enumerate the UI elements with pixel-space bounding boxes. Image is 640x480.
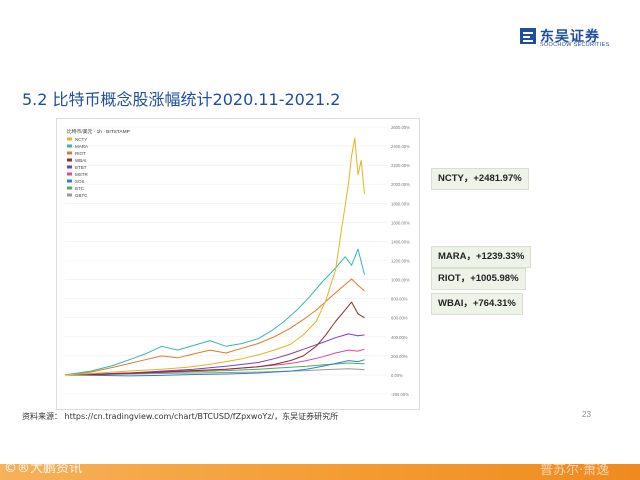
page-number: 23 <box>582 410 591 419</box>
logo-text-cn: 东吴证券 <box>540 29 600 45</box>
y-tick-label: 1800.00% <box>391 201 410 206</box>
legend-label: GBTC <box>75 193 88 198</box>
callout-ncty: NCTY，+2481.97% <box>431 168 529 190</box>
chart-frame: -200.00% 0.00% 200.00% 400.00% 600.00% 800.00… <box>56 118 420 410</box>
legend-swatch <box>67 144 72 148</box>
legend-label: NCTY <box>75 137 87 142</box>
legend-swatch <box>67 172 72 176</box>
legend-swatch <box>67 137 72 141</box>
footer-bar <box>0 464 640 480</box>
legend-swatch <box>67 158 72 162</box>
callout-wbai: WBAI，+764.31% <box>431 293 523 315</box>
legend-title: 比特币/美元 · 1h · BITSTAMP <box>67 128 130 135</box>
logo-text-en: SOOCHOW SECURITIES <box>540 42 610 48</box>
slide-title: 5.2 比特币概念股涨幅统计2020.11-2021.2 <box>22 90 341 109</box>
y-tick-label: 2600.00% <box>391 125 410 130</box>
series-line-wbai <box>64 301 365 376</box>
brand-logo: 东吴证券 SOOCHOW SECURITIES <box>520 26 620 50</box>
y-tick-label: 800.00% <box>391 297 408 302</box>
legend-label: SOS <box>75 179 85 184</box>
y-tick-label: 1000.00% <box>391 278 410 283</box>
series-line-mara <box>64 248 365 376</box>
series-line-riot <box>64 278 365 376</box>
chart-series <box>64 137 365 377</box>
legend-label: BTBT <box>75 165 87 170</box>
y-tick-label: 1400.00% <box>391 239 410 244</box>
series-line-ncty <box>64 137 365 376</box>
legend-swatch <box>67 193 72 197</box>
y-tick-label: 2400.00% <box>391 144 410 149</box>
y-tick-label: 400.00% <box>391 335 408 340</box>
y-tick-label: 1600.00% <box>391 220 410 225</box>
series-line-btbt <box>64 333 365 376</box>
legend-swatch <box>67 165 72 169</box>
legend-swatch <box>67 186 72 190</box>
y-tick-label: -200.00% <box>391 392 409 397</box>
legend-swatch <box>67 151 72 155</box>
callout-riot: RIOT，+1005.98% <box>431 268 526 290</box>
legend-label: WBAI <box>75 158 87 163</box>
y-tick-label: 200.00% <box>391 354 408 359</box>
y-tick-label: 1200.00% <box>391 259 410 264</box>
legend-label: MARA <box>75 144 88 149</box>
chart-legend: 比特币/美元 · 1h · BITSTAMP NCTY MARA RIOT WBAI BT… <box>67 128 130 198</box>
legend-label: MSTR <box>75 172 88 177</box>
y-tick-label: 600.00% <box>391 316 408 321</box>
watermark-right: 普苏尔·萧逸 <box>540 463 610 478</box>
y-axis-ticks: -200.00% 0.00% 200.00% 400.00% 600.00% 800.00… <box>391 125 410 397</box>
watermark-left: ©®大鹏资讯 <box>4 461 83 476</box>
stock-performance-chart: -200.00% 0.00% 200.00% 400.00% 600.00% 800.00… <box>64 125 410 397</box>
source-note: 资料来源： https://cn.tradingview.com/chart/B… <box>22 412 339 421</box>
legend-label: RIOT <box>75 151 86 156</box>
y-tick-label: 2000.00% <box>391 182 410 187</box>
legend-label: BTC <box>75 186 85 191</box>
y-tick-label: 0.00% <box>391 373 403 378</box>
series-line-sos <box>64 359 365 377</box>
legend-swatch <box>67 179 72 183</box>
y-tick-label: 2200.00% <box>391 163 410 168</box>
callout-mara: MARA，+1239.33% <box>431 246 532 268</box>
brand-mark-icon <box>520 28 536 44</box>
chart-gridlines <box>65 126 387 395</box>
